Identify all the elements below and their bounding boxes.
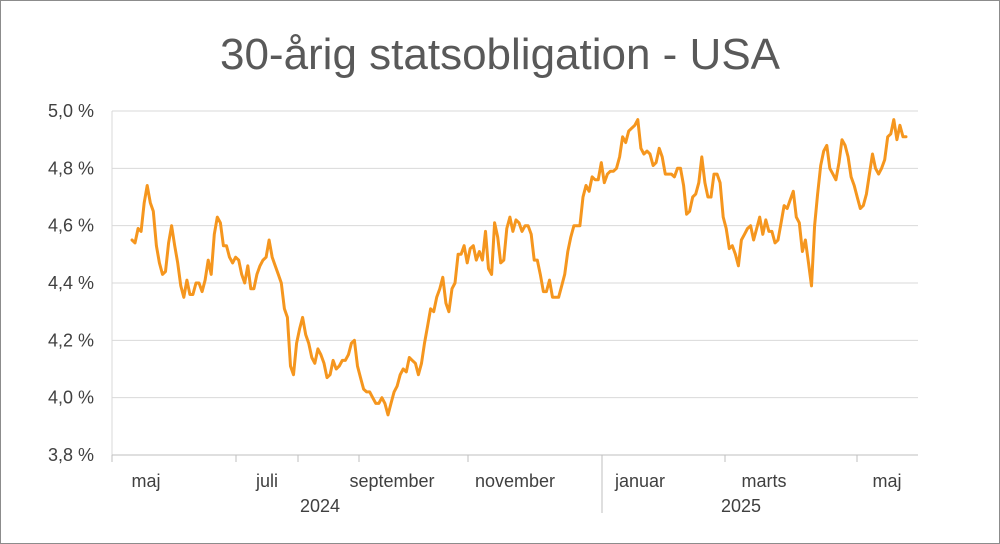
gridlines bbox=[112, 110, 918, 399]
x-year-label: 2024 bbox=[300, 496, 340, 516]
x-month-label: november bbox=[475, 471, 555, 491]
x-month-label: maj bbox=[872, 471, 901, 491]
series-line bbox=[130, 118, 908, 417]
y-tick-label: 4,4 % bbox=[48, 273, 94, 293]
y-tick-label: 4,6 % bbox=[48, 216, 94, 236]
chart-title: 30-årig statsobligation - USA bbox=[219, 30, 781, 79]
x-month-label: september bbox=[349, 471, 434, 491]
y-tick-labels: 3,8 % 4,0 % 4,2 % 4,4 % 4,6 % 4,8 % 5,0 % bbox=[48, 101, 94, 465]
x-tick-labels: maj juli september november januar marts maj 20… bbox=[131, 471, 901, 516]
x-month-label: januar bbox=[614, 471, 665, 491]
y-tick-label: 5,0 % bbox=[48, 101, 94, 121]
x-month-label: juli bbox=[255, 471, 278, 491]
x-month-label: maj bbox=[131, 471, 160, 491]
y-tick-label: 4,8 % bbox=[48, 158, 94, 178]
axes bbox=[111, 111, 918, 513]
series-group bbox=[130, 118, 908, 417]
y-tick-label: 3,8 % bbox=[48, 445, 94, 465]
y-tick-label: 4,2 % bbox=[48, 330, 94, 350]
x-year-label: 2025 bbox=[721, 496, 761, 516]
y-tick-label: 4,0 % bbox=[48, 388, 94, 408]
x-month-label: marts bbox=[742, 471, 787, 491]
